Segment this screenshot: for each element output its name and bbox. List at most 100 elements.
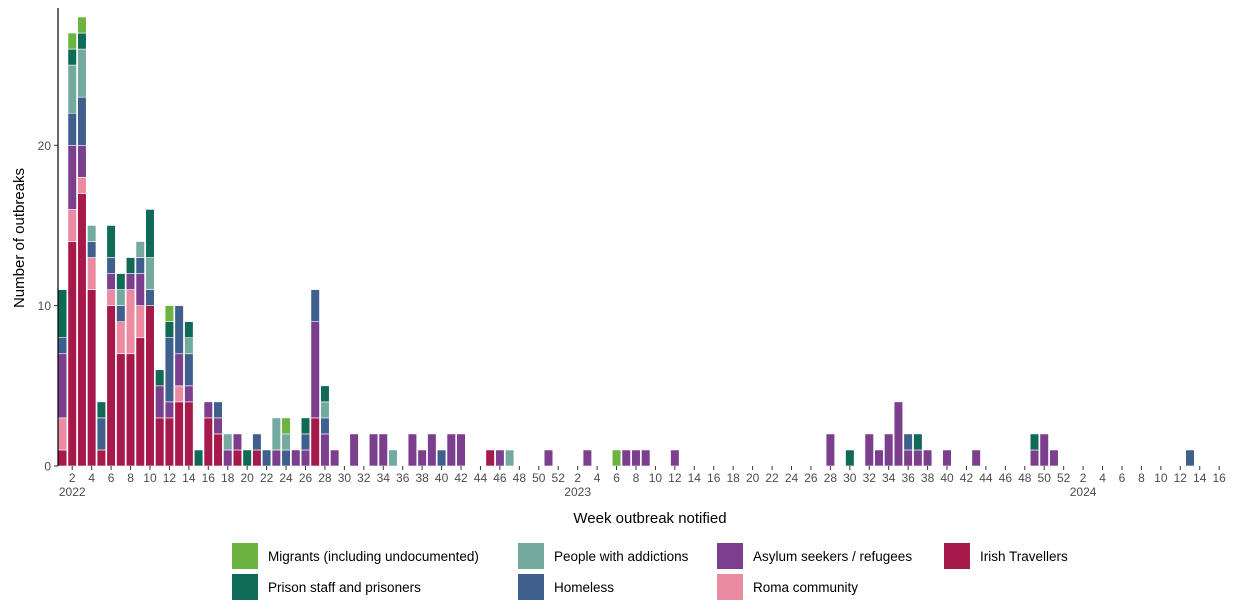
legend-label: Asylum seekers / refugees	[753, 549, 912, 564]
bar-segment-homeless	[320, 417, 330, 435]
bar-segment-irish-travellers	[174, 401, 184, 467]
x-tick-label: 8	[1138, 471, 1145, 485]
x-tick-label: 48	[513, 471, 527, 485]
bar-segment-asylum-seekers-refugees	[223, 449, 233, 467]
bar-segment-asylum-seekers-refugees	[57, 353, 68, 419]
bar-segment-asylum-seekers-refugees	[213, 417, 223, 435]
bar-segment-irish-travellers	[232, 449, 243, 467]
bar-segment-migrants-including-undocumented	[77, 16, 87, 34]
x-tick-label: 6	[1119, 471, 1126, 485]
bar-segment-prison-staff-and-prisoners	[164, 321, 175, 339]
bar-segment-roma-community	[106, 289, 116, 306]
x-tick-label: 20	[746, 471, 760, 485]
x-tick-label: 42	[960, 471, 974, 485]
bar-segment-people-with-addictions	[281, 433, 291, 451]
x-tick-label: 52	[1057, 471, 1071, 485]
x-tick-label: 8	[633, 471, 640, 485]
x-tick-label: 22	[260, 471, 274, 485]
bar-segment-prison-staff-and-prisoners	[320, 385, 330, 403]
x-tick-label: 52	[552, 471, 566, 485]
bar-segment-people-with-addictions	[145, 257, 155, 290]
bar-segment-irish-travellers	[87, 289, 97, 467]
bar-segment-asylum-seekers-refugees	[378, 433, 388, 467]
bar-segment-homeless	[1185, 449, 1195, 467]
bar-segment-people-with-addictions	[271, 417, 281, 451]
bar-segment-homeless	[77, 96, 87, 146]
bar-segment-people-with-addictions	[223, 433, 233, 451]
legend-swatch	[518, 543, 544, 569]
bar-segment-asylum-seekers-refugees	[1039, 433, 1049, 467]
x-tick-label: 4	[88, 471, 95, 485]
x-tick-label: 4	[1099, 471, 1106, 485]
y-axis-title: Number of outbreaks	[11, 168, 28, 308]
bar-segment-people-with-addictions	[135, 241, 145, 258]
bar-segment-asylum-seekers-refugees	[291, 449, 301, 467]
bar-segment-asylum-seekers-refugees	[330, 449, 340, 467]
bar-segment-asylum-seekers-refugees	[641, 449, 651, 467]
bar-segment-homeless	[252, 433, 262, 451]
bar-segment-asylum-seekers-refugees	[495, 449, 505, 467]
bar-segment-roma-community	[174, 385, 184, 403]
bar-segment-asylum-seekers-refugees	[874, 449, 884, 467]
bar-segment-asylum-seekers-refugees	[349, 433, 359, 467]
bar-segment-asylum-seekers-refugees	[407, 433, 418, 467]
x-tick-label: 24	[279, 471, 293, 485]
bar-segment-migrants-including-undocumented	[611, 449, 622, 467]
bar-segment-prison-staff-and-prisoners	[300, 417, 311, 435]
bar-segment-roma-community	[57, 417, 68, 451]
legend-item-people-with-addictions: People with addictions	[518, 543, 689, 569]
x-tick-label: 4	[594, 471, 601, 485]
legend-label: Roma community	[753, 580, 858, 595]
bar-segment-homeless	[262, 449, 272, 467]
bar-segment-irish-travellers	[57, 449, 68, 467]
bar-segment-prison-staff-and-prisoners	[67, 48, 77, 66]
bar-segment-prison-staff-and-prisoners	[193, 449, 204, 467]
bar-segment-asylum-seekers-refugees	[913, 449, 923, 467]
bar-segment-prison-staff-and-prisoners	[125, 257, 136, 274]
x-tick-label: 44	[474, 471, 488, 485]
bar-segment-asylum-seekers-refugees	[1029, 449, 1040, 467]
bar-segment-prison-staff-and-prisoners	[242, 449, 252, 467]
x-tick-label: 12	[668, 471, 682, 485]
bar-segment-asylum-seekers-refugees	[631, 449, 641, 467]
bar-segment-irish-travellers	[135, 337, 145, 467]
bar-segment-asylum-seekers-refugees	[67, 144, 77, 210]
legend-swatch	[518, 574, 544, 600]
x-tick-label: 2	[69, 471, 76, 485]
x-tick-label: 10	[649, 471, 663, 485]
bar-segment-prison-staff-and-prisoners	[184, 321, 194, 339]
x-tick-label: 26	[804, 471, 818, 485]
y-tick-label: 0	[44, 460, 51, 474]
bar-segment-people-with-addictions	[320, 401, 330, 419]
bar-segment-asylum-seekers-refugees	[125, 273, 136, 290]
bar-segment-homeless	[57, 337, 68, 355]
bar-segment-roma-community	[125, 289, 136, 355]
bar-segment-homeless	[903, 433, 913, 451]
x-tick-label: 14	[182, 471, 196, 485]
x-year-label: 2022	[59, 485, 86, 499]
legend-item-homeless: Homeless	[518, 574, 614, 600]
bar-segment-asylum-seekers-refugees	[893, 401, 904, 467]
bar-segment-asylum-seekers-refugees	[884, 433, 894, 467]
x-tick-label: 12	[163, 471, 177, 485]
bar-segment-prison-staff-and-prisoners	[155, 369, 165, 387]
bar-segment-asylum-seekers-refugees	[582, 449, 592, 467]
bar-segment-asylum-seekers-refugees	[1049, 449, 1059, 467]
bar-segment-prison-staff-and-prisoners	[845, 449, 855, 467]
bar-segment-asylum-seekers-refugees	[155, 385, 165, 419]
bar-segment-irish-travellers	[485, 449, 495, 467]
bar-segment-homeless	[106, 257, 116, 274]
x-tick-label: 40	[435, 471, 449, 485]
x-tick-label: 2	[1080, 471, 1087, 485]
x-tick-label: 20	[241, 471, 255, 485]
x-tick-label: 32	[357, 471, 371, 485]
bar-segment-asylum-seekers-refugees	[106, 273, 116, 290]
bar-segment-homeless	[67, 112, 77, 146]
x-tick-label: 50	[1038, 471, 1052, 485]
bar-segment-irish-travellers	[96, 449, 106, 467]
bar-segment-prison-staff-and-prisoners	[116, 273, 126, 290]
bar-segment-roma-community	[87, 257, 97, 290]
x-tick-label: 36	[396, 471, 410, 485]
legend-item-prison-staff-and-prisoners: Prison staff and prisoners	[232, 574, 421, 600]
bar-segment-people-with-addictions	[67, 64, 77, 114]
